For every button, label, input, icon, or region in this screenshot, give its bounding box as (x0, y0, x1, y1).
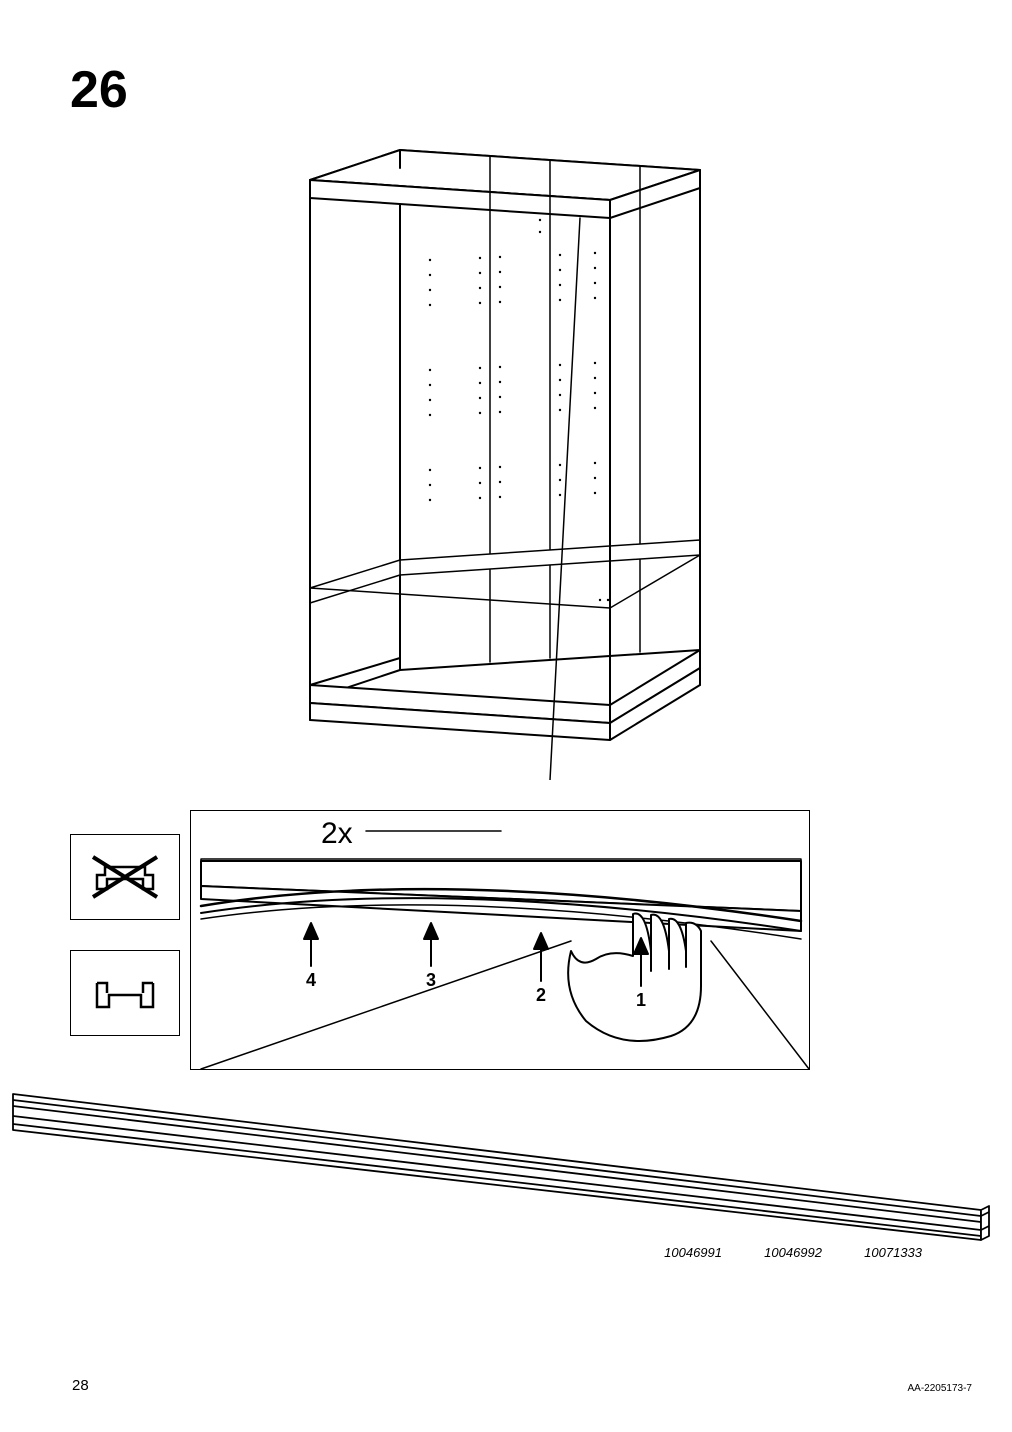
part-number-2: 10046992 (764, 1245, 822, 1260)
correct-orientation-box (70, 950, 180, 1036)
arrow-label-2: 2 (536, 985, 546, 1005)
step-number: 26 (70, 60, 128, 120)
arrow-label-3: 3 (426, 970, 436, 990)
correct-profile-icon (85, 963, 165, 1023)
wrong-orientation-box (70, 834, 180, 920)
part-number-3: 10071333 (864, 1245, 922, 1260)
detail-row: 2x (70, 810, 972, 1070)
rail-snap-detail: 2x (190, 810, 810, 1070)
main-assembly-diagram (290, 140, 720, 780)
arrow-label-1: 1 (636, 990, 646, 1010)
doc-code: AA-2205173-7 (908, 1383, 973, 1394)
rail-part-illustration: 10046991 10046992 10071333 (10, 1090, 992, 1260)
arrow-label-4: 4 (306, 970, 316, 990)
page-number: 28 (72, 1377, 89, 1394)
part-number-1: 10046991 (664, 1245, 722, 1260)
crossed-profile-icon (85, 847, 165, 907)
quantity-label: 2x (321, 817, 353, 851)
